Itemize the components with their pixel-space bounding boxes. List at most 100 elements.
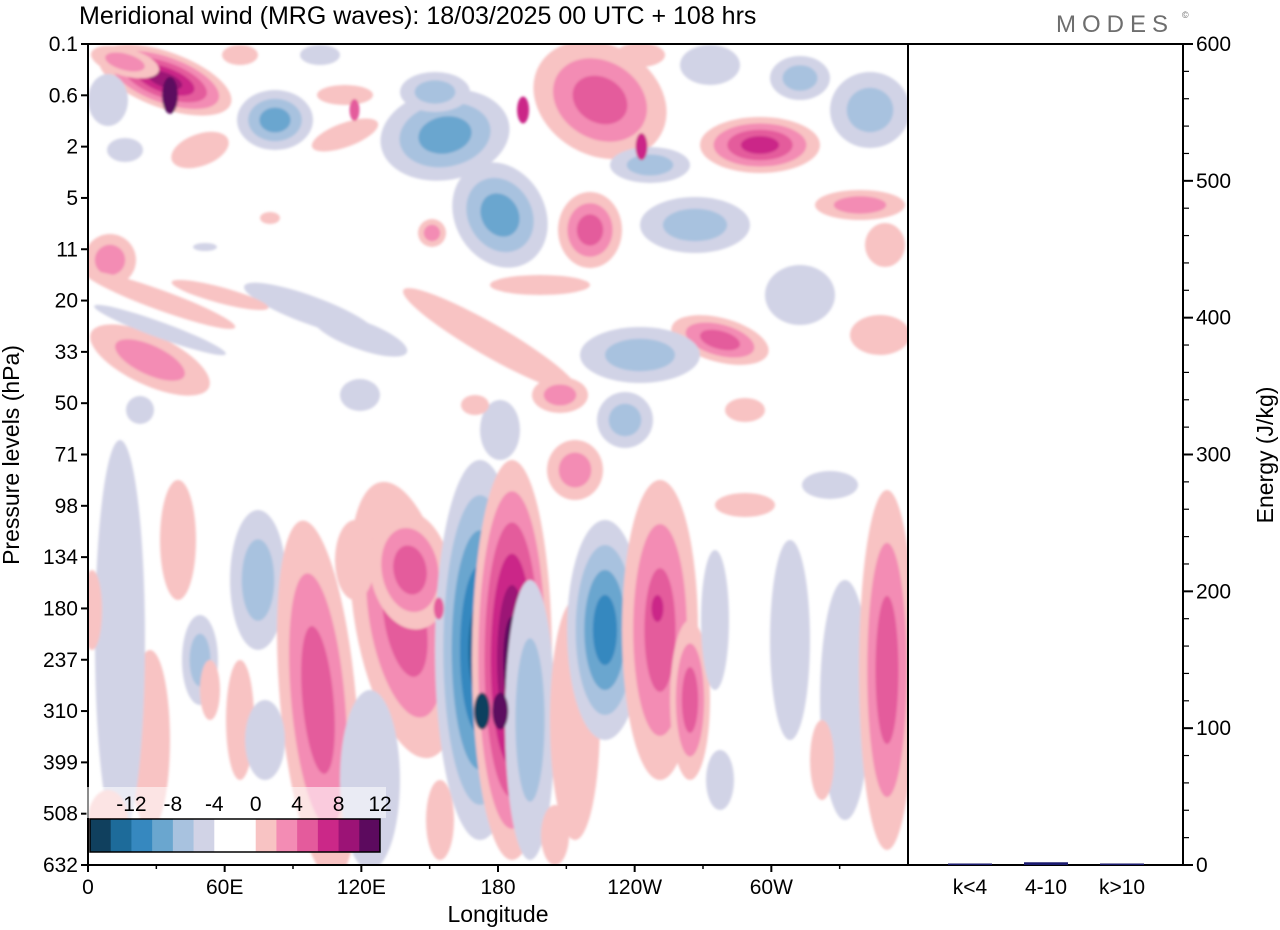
negative-wind-contour [126, 396, 154, 424]
negative-wind-contour [592, 595, 618, 665]
positive-wind-contour [222, 45, 258, 65]
colorbar-label: 12 [368, 793, 391, 816]
colorbar-swatch [214, 819, 236, 852]
negative-wind-contour [605, 338, 675, 372]
positive-wind-contour [541, 805, 569, 865]
positive-wind-contour [317, 85, 373, 105]
energy-axis: 0 100 200 300 400 500 600 [1183, 33, 1231, 877]
negative-wind-contour [802, 471, 858, 499]
colorbar-label: 8 [333, 793, 345, 816]
colorbar-label: -4 [205, 793, 224, 816]
y-tick-label: 0.1 [49, 33, 78, 56]
chart-title: Meridional wind (MRG waves): 18/03/2025 … [79, 2, 756, 30]
negative-wind-contour [312, 313, 408, 357]
energy-tick-label: 200 [1196, 580, 1231, 603]
negative-wind-contour [701, 550, 729, 690]
logo-mark: © [1182, 10, 1189, 20]
positive-wind-contour [615, 44, 665, 67]
energy-axis-label: Energy (J/kg) [1252, 387, 1278, 524]
y-tick-label: 11 [56, 238, 78, 261]
positive-wind-contour [461, 395, 489, 415]
pressure-axis: 0.1 0.6 2 5 11 20 33 50 71 98 134 180 237 310 399 508 63… [43, 33, 88, 877]
y-tick-label: 0.6 [49, 84, 78, 107]
positive-wind-contour [171, 279, 269, 311]
positive-wind-contour [490, 275, 590, 295]
wind-extremum-marker [433, 597, 444, 620]
positive-wind-contour [865, 223, 905, 267]
negative-wind-contour [706, 750, 734, 810]
x-tick-label: 60W [750, 876, 793, 899]
negative-wind-contour [300, 45, 340, 65]
negative-wind-contour [662, 208, 728, 242]
y-tick-label: 237 [43, 649, 78, 672]
y-tick-label: 33 [55, 341, 78, 364]
positive-wind-contour [115, 339, 185, 381]
positive-wind-contour [543, 384, 577, 406]
negative-wind-contour [340, 379, 380, 411]
colorbar-swatch [90, 819, 112, 852]
colorbar-swatch [255, 819, 277, 852]
negative-wind-contour [608, 403, 642, 437]
negative-wind-contour [193, 243, 217, 251]
positive-wind-contour [426, 780, 454, 860]
positive-wind-contour [810, 720, 834, 800]
x-tick-label: 180 [480, 876, 515, 899]
positive-wind-contour [875, 595, 899, 745]
x-tick-label: 120E [337, 876, 386, 899]
wind-extremum-marker [492, 692, 509, 730]
modes-logo: MODES © [1056, 10, 1189, 38]
negative-wind-contour [480, 193, 520, 237]
negative-wind-contour [515, 638, 545, 802]
negative-wind-contour [107, 138, 143, 162]
logo-text: MODES [1056, 11, 1174, 38]
positive-wind-contour [850, 315, 908, 355]
positive-wind-contour [88, 570, 102, 650]
positive-wind-contour [725, 398, 765, 422]
negative-wind-contour [765, 265, 835, 325]
y-tick-label: 20 [55, 290, 78, 313]
positive-wind-contour [740, 136, 780, 154]
wind-extremum-marker [349, 98, 360, 121]
energy-tick-label: 300 [1196, 444, 1231, 467]
energy-tick-label: 400 [1196, 307, 1231, 330]
colorbar-label: 0 [250, 793, 262, 816]
colorbar: -12 -8 -4 0 4 8 12 [86, 787, 392, 853]
negative-wind-contour [95, 440, 145, 840]
negative-wind-contour [259, 107, 291, 133]
energy-tick-label: 0 [1196, 854, 1208, 877]
negative-wind-contour [782, 65, 818, 91]
energy-bars: k<4 4-10 k>10 [948, 862, 1145, 899]
negative-wind-contour [241, 539, 275, 621]
positive-wind-contour [558, 452, 592, 488]
colorbar-label: -12 [116, 793, 146, 816]
positive-wind-contour [171, 131, 229, 169]
colorbar-label-backdrop [86, 787, 386, 818]
positive-wind-contour [699, 329, 741, 351]
longitude-axis: 0 60E 120E 180 120W 60W [82, 865, 841, 899]
colorbar-swatch [276, 819, 298, 852]
negative-wind-contour [88, 74, 128, 126]
positive-wind-contour [94, 244, 126, 276]
y-tick-label: 71 [55, 444, 78, 467]
y-tick-label: 399 [43, 751, 78, 774]
energy-category-label: k>10 [1099, 876, 1145, 899]
y-tick-label: 180 [43, 597, 78, 620]
x-tick-label: 0 [82, 876, 94, 899]
colorbar-swatch [193, 819, 215, 852]
negative-wind-contour [846, 87, 894, 133]
negative-wind-contour [680, 45, 740, 85]
energy-category-label: k<4 [953, 876, 988, 899]
positive-wind-contour [88, 271, 236, 329]
colorbar-label: 4 [291, 793, 303, 816]
energy-category-label: 4-10 [1025, 876, 1067, 899]
y-tick-label: 310 [43, 700, 78, 723]
negative-wind-contour [245, 700, 285, 780]
y-tick-label: 134 [43, 546, 78, 569]
energy-tick-label: 600 [1196, 33, 1231, 56]
wind-extremum-marker [474, 692, 491, 730]
positive-wind-contour [833, 196, 887, 214]
positive-wind-contour [715, 493, 775, 517]
negative-wind-contour [94, 304, 226, 356]
x-axis-label: Longitude [447, 901, 548, 927]
